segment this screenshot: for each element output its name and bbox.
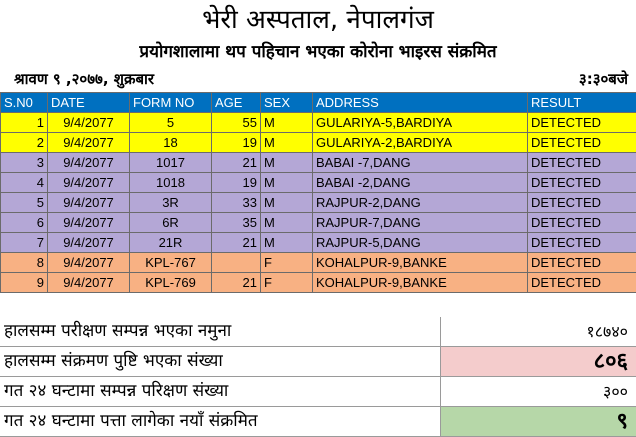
cell-age: 55	[212, 113, 261, 133]
cell-result: DETECTED	[528, 133, 636, 153]
cell-date: 9/4/2077	[48, 153, 130, 173]
col-header-date: DATE	[48, 93, 130, 113]
cell-address: BABAI -2,DANG	[313, 173, 528, 193]
cell-sex: M	[261, 193, 313, 213]
cell-date: 9/4/2077	[48, 133, 130, 153]
cell-result: DETECTED	[528, 273, 636, 293]
hospital-title: भेरी अस्पताल, नेपालगंज	[0, 2, 636, 38]
cell-result: DETECTED	[528, 113, 636, 133]
cell-sex: M	[261, 233, 313, 253]
cell-form-no: 6R	[130, 213, 212, 233]
summary-value: १८७४०	[441, 317, 636, 346]
cell-age: 19	[212, 133, 261, 153]
cell-sn: 1	[1, 113, 48, 133]
summary-value: ३००	[441, 377, 636, 406]
cell-result: DETECTED	[528, 253, 636, 273]
cell-form-no: 5	[130, 113, 212, 133]
cell-sex: M	[261, 173, 313, 193]
cell-address: RAJPUR-5,DANG	[313, 233, 528, 253]
summary-label: हालसम्म परीक्षण सम्पन्न भएका नमुना	[0, 317, 441, 346]
summary-label: गत २४ घन्टामा पत्ता लागेका नयाँ संक्रमित	[0, 407, 441, 436]
cell-sex: F	[261, 253, 313, 273]
cell-result: DETECTED	[528, 173, 636, 193]
cell-sn: 8	[1, 253, 48, 273]
cell-address: GULARIYA-2,BARDIYA	[313, 133, 528, 153]
cell-age: 21	[212, 273, 261, 293]
cell-form-no: 18	[130, 133, 212, 153]
summary-row-total-confirmed: हालसम्म संक्रमण पुष्टि भएका संख्या ८०६	[0, 347, 636, 377]
cell-form-no: KPL-769	[130, 273, 212, 293]
cell-result: DETECTED	[528, 213, 636, 233]
cell-sn: 9	[1, 273, 48, 293]
cell-date: 9/4/2077	[48, 113, 130, 133]
summary-row-total-tested: हालसम्म परीक्षण सम्पन्न भएका नमुना १८७४०	[0, 317, 636, 347]
cell-sex: M	[261, 113, 313, 133]
report-time: ३:३०बजे	[579, 66, 628, 92]
cell-sn: 2	[1, 133, 48, 153]
cell-form-no: 21R	[130, 233, 212, 253]
cell-date: 9/4/2077	[48, 173, 130, 193]
cell-date: 9/4/2077	[48, 213, 130, 233]
col-header-sn: S.N0	[1, 93, 48, 113]
cell-age: 35	[212, 213, 261, 233]
cell-address: RAJPUR-7,DANG	[313, 213, 528, 233]
summary-row-tested-24h: गत २४ घन्टामा सम्पन्न परिक्षण संख्या ३००	[0, 377, 636, 407]
cell-result: DETECTED	[528, 233, 636, 253]
cell-sn: 6	[1, 213, 48, 233]
cell-age: 19	[212, 173, 261, 193]
cell-form-no: 1018	[130, 173, 212, 193]
cell-result: DETECTED	[528, 153, 636, 173]
cell-date: 9/4/2077	[48, 193, 130, 213]
summary-panel: हालसम्म परीक्षण सम्पन्न भएका नमुना १८७४०…	[0, 317, 636, 437]
cell-sex: M	[261, 153, 313, 173]
col-header-age: AGE	[212, 93, 261, 113]
cell-form-no: 3R	[130, 193, 212, 213]
summary-label: गत २४ घन्टामा सम्पन्न परिक्षण संख्या	[0, 377, 441, 406]
table-header-row: S.N0 DATE FORM NO AGE SEX ADDRESS RESULT	[1, 93, 636, 113]
cell-address: RAJPUR-2,DANG	[313, 193, 528, 213]
col-header-address: ADDRESS	[313, 93, 528, 113]
cell-age: 33	[212, 193, 261, 213]
cell-sn: 7	[1, 233, 48, 253]
cell-form-no: 1017	[130, 153, 212, 173]
cell-sex: M	[261, 133, 313, 153]
report-subtitle: प्रयोगशालामा थप पहिचान भएका कोरोना भाइरस…	[0, 38, 636, 66]
col-header-result: RESULT	[528, 93, 636, 113]
cell-result: DETECTED	[528, 193, 636, 213]
summary-value: ८०६	[441, 347, 636, 376]
cell-address: KOHALPUR-9,BANKE	[313, 253, 528, 273]
cell-sn: 4	[1, 173, 48, 193]
cell-address: GULARIYA-5,BARDIYA	[313, 113, 528, 133]
summary-label: हालसम्म संक्रमण पुष्टि भएका संख्या	[0, 347, 441, 376]
cell-date: 9/4/2077	[48, 273, 130, 293]
cell-address: BABAI -7,DANG	[313, 153, 528, 173]
cell-sn: 3	[1, 153, 48, 173]
summary-value: ९	[441, 407, 636, 436]
cell-age: 21	[212, 233, 261, 253]
col-header-sex: SEX	[261, 93, 313, 113]
cell-age	[212, 253, 261, 273]
cell-form-no: KPL-767	[130, 253, 212, 273]
cell-sn: 5	[1, 193, 48, 213]
cell-date: 9/4/2077	[48, 253, 130, 273]
cell-age: 21	[212, 153, 261, 173]
report-date: श्रावण ९ ,२०७७, शुक्रबार	[14, 66, 154, 92]
col-header-form-no: FORM NO	[130, 93, 212, 113]
cell-date: 9/4/2077	[48, 233, 130, 253]
cell-sex: F	[261, 273, 313, 293]
cases-table: S.N0 DATE FORM NO AGE SEX ADDRESS RESULT…	[0, 92, 636, 293]
cell-sex: M	[261, 213, 313, 233]
cell-address: KOHALPUR-9,BANKE	[313, 273, 528, 293]
